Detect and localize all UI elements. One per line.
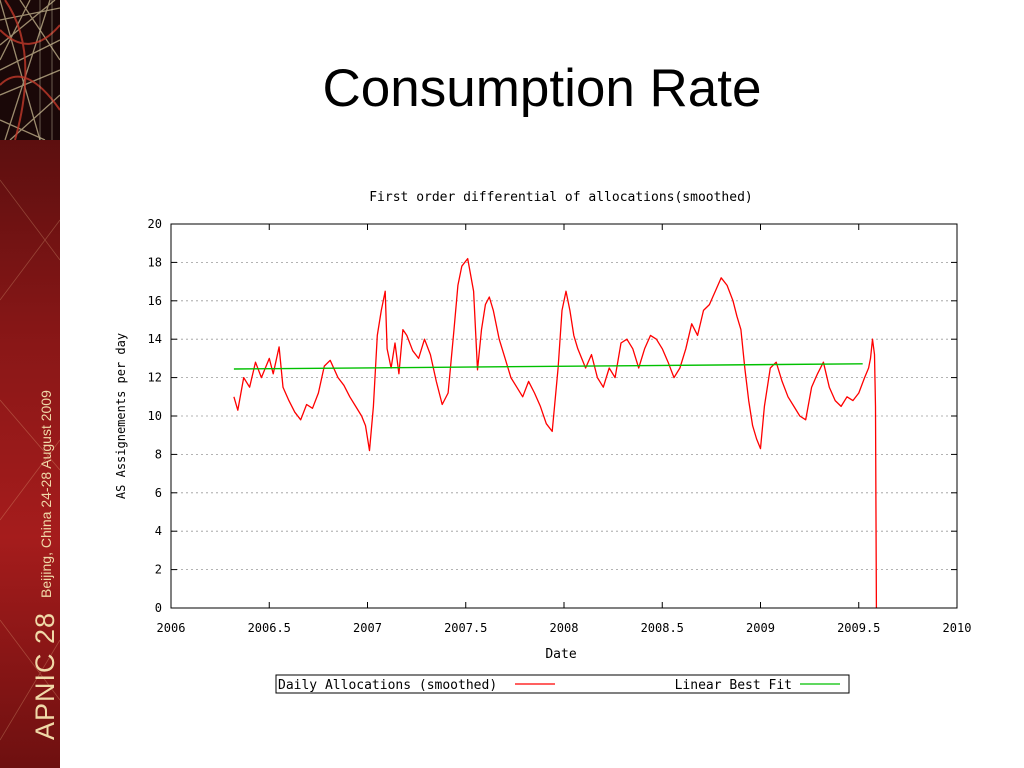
chart-title: First order differential of allocations(… [369, 190, 753, 205]
x-tick-label: 2007.5 [444, 621, 487, 635]
y-tick-label: 12 [148, 371, 162, 385]
y-tick-label: 18 [148, 255, 162, 269]
sidebar-photo [0, 0, 60, 140]
x-axis-label: Date [545, 647, 576, 662]
y-tick-label: 4 [155, 524, 162, 538]
x-tick-label: 2010 [943, 621, 972, 635]
chart: First order differential of allocations(… [114, 190, 972, 694]
legend-box [275, 674, 850, 694]
y-tick-label: 20 [148, 217, 162, 231]
y-tick-label: 0 [155, 601, 162, 615]
x-tick-label: 2008.5 [641, 621, 684, 635]
chart-legend: Daily Allocations (smoothed) Linear Best… [275, 674, 850, 694]
y-tick-label: 2 [155, 563, 162, 577]
sidebar-brand: APNIC 28 [30, 611, 60, 740]
sidebar-caption: APNIC 28 Beijing, China 24-28 August 2009 [30, 390, 60, 740]
x-tick-label: 2009.5 [837, 621, 880, 635]
legend-label-linear-best-fit: Linear Best Fit [675, 678, 792, 693]
y-tick-label: 16 [148, 294, 162, 308]
sidebar-location: Beijing, China 24-28 August 2009 [37, 390, 54, 598]
series-line-linear-best-fit [233, 363, 863, 370]
x-tick-label: 2006 [157, 621, 186, 635]
legend-label-daily-allocations: Daily Allocations (smoothed) [278, 678, 497, 693]
y-tick-label: 6 [155, 486, 162, 500]
y-tick-label: 8 [155, 447, 162, 461]
x-tick-label: 2006.5 [248, 621, 291, 635]
x-tick-label: 2009 [746, 621, 775, 635]
chart-grid [171, 262, 957, 571]
x-axis-ticks: 2006 2006.5 2007 2007.5 2008 2008.5 2009 2009.5… [157, 224, 972, 635]
sidebar-texture [0, 179, 60, 741]
plot-frame [170, 223, 958, 609]
chart-series-layer [233, 257, 878, 609]
x-tick-label: 2007 [353, 621, 382, 635]
x-tick-label: 2008 [550, 621, 579, 635]
series-line-daily-allocations-smoothed [233, 257, 878, 609]
slide-title: Consumption Rate [322, 59, 762, 118]
y-tick-label: 14 [148, 332, 162, 346]
y-axis-label: AS Assignements per day [114, 333, 128, 499]
y-tick-label: 10 [148, 409, 162, 423]
sidebar-banner: APNIC 28 Beijing, China 24-28 August 2009 [0, 0, 60, 768]
